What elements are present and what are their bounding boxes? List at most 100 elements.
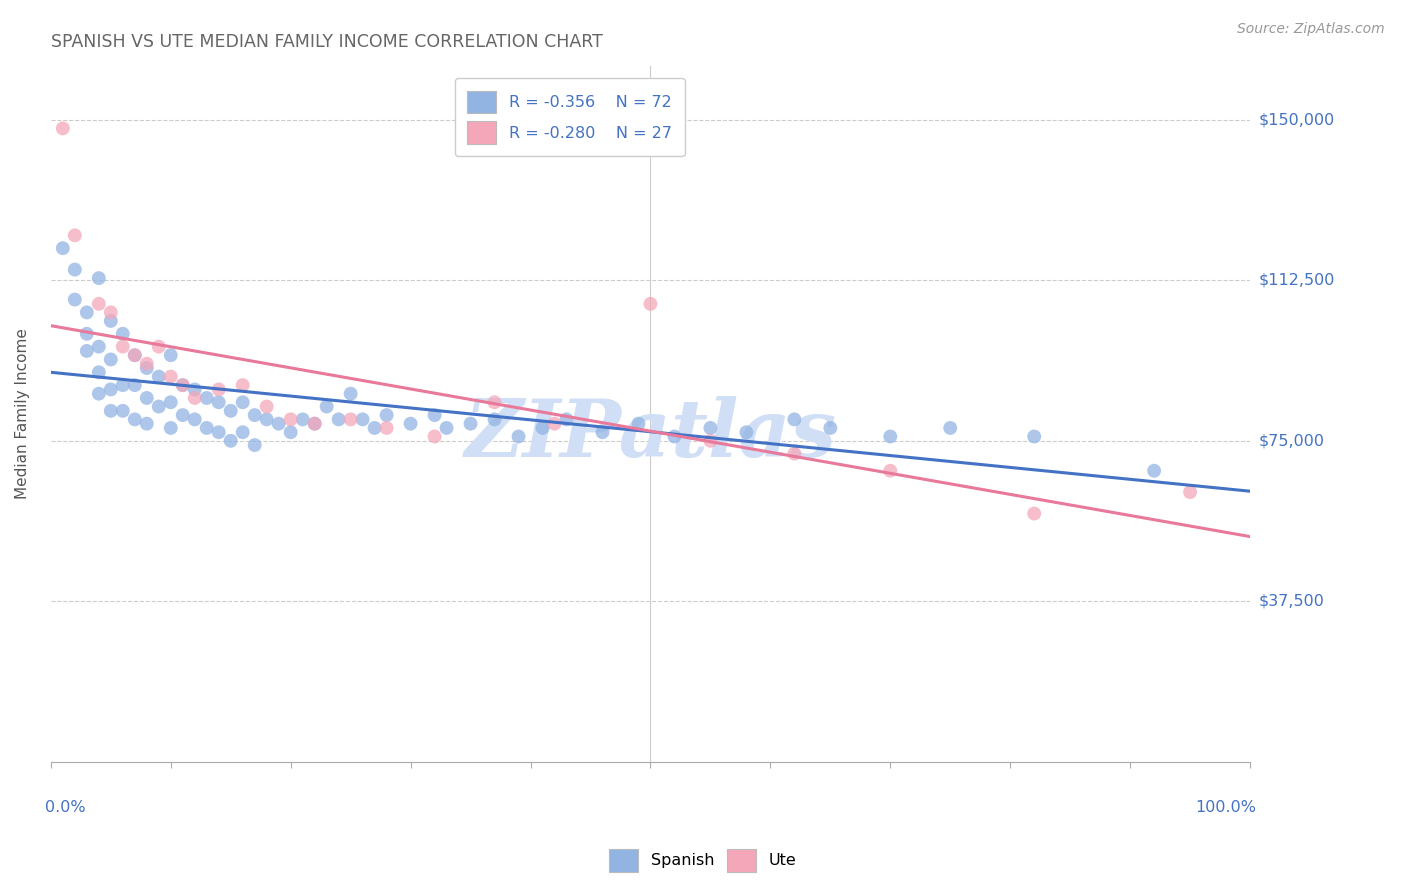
Point — [87, 365, 110, 379]
Point — [291, 412, 314, 426]
Point — [436, 421, 458, 435]
Point — [339, 386, 361, 401]
Point — [172, 378, 194, 392]
Point — [135, 357, 157, 371]
Point — [783, 412, 806, 426]
Point — [100, 383, 122, 397]
Point — [124, 348, 146, 362]
Point — [111, 404, 134, 418]
Point — [172, 378, 194, 392]
Point — [1024, 429, 1046, 443]
Point — [219, 434, 242, 448]
Y-axis label: Median Family Income: Median Family Income — [15, 328, 30, 500]
Text: $112,500: $112,500 — [1258, 273, 1334, 288]
Text: 0.0%: 0.0% — [45, 800, 86, 815]
Point — [256, 400, 278, 414]
Point — [76, 343, 98, 358]
Point — [159, 369, 181, 384]
Point — [87, 297, 110, 311]
Point — [460, 417, 482, 431]
Text: SPANISH VS UTE MEDIAN FAMILY INCOME CORRELATION CHART: SPANISH VS UTE MEDIAN FAMILY INCOME CORR… — [51, 33, 603, 51]
Legend: R = -0.356    N = 72, R = -0.280    N = 27: R = -0.356 N = 72, R = -0.280 N = 27 — [454, 78, 685, 156]
Point — [592, 425, 614, 440]
Point — [63, 228, 86, 243]
Point — [52, 121, 75, 136]
Point — [280, 425, 302, 440]
Point — [352, 412, 374, 426]
Point — [820, 421, 842, 435]
Point — [208, 425, 231, 440]
Point — [304, 417, 326, 431]
Point — [184, 383, 207, 397]
Point — [63, 262, 86, 277]
Point — [100, 305, 122, 319]
Point — [148, 369, 170, 384]
Point — [375, 408, 398, 422]
Point — [315, 400, 337, 414]
Point — [267, 417, 290, 431]
Point — [243, 408, 266, 422]
Point — [543, 417, 565, 431]
Point — [328, 412, 350, 426]
Point — [232, 378, 254, 392]
Point — [699, 421, 721, 435]
Point — [232, 425, 254, 440]
Point — [172, 408, 194, 422]
Point — [484, 395, 506, 409]
Point — [1143, 464, 1166, 478]
Point — [124, 348, 146, 362]
Text: $37,500: $37,500 — [1258, 594, 1324, 608]
Point — [159, 421, 181, 435]
Point — [939, 421, 962, 435]
Point — [219, 404, 242, 418]
Point — [195, 391, 218, 405]
Point — [783, 447, 806, 461]
Point — [1178, 485, 1201, 500]
Point — [184, 412, 207, 426]
Point — [184, 391, 207, 405]
Point — [87, 271, 110, 285]
Point — [124, 412, 146, 426]
Point — [148, 400, 170, 414]
Point — [100, 314, 122, 328]
Point — [148, 340, 170, 354]
Point — [208, 383, 231, 397]
Point — [135, 417, 157, 431]
Point — [423, 408, 446, 422]
Point — [339, 412, 361, 426]
Point — [135, 391, 157, 405]
Text: 100.0%: 100.0% — [1195, 800, 1256, 815]
Point — [76, 326, 98, 341]
Point — [256, 412, 278, 426]
Point — [111, 326, 134, 341]
Point — [664, 429, 686, 443]
Point — [63, 293, 86, 307]
Point — [135, 361, 157, 376]
Point — [399, 417, 422, 431]
Point — [232, 395, 254, 409]
Point — [375, 421, 398, 435]
Text: Source: ZipAtlas.com: Source: ZipAtlas.com — [1237, 22, 1385, 37]
Point — [124, 378, 146, 392]
Point — [555, 412, 578, 426]
Point — [111, 340, 134, 354]
Point — [100, 352, 122, 367]
Point — [100, 404, 122, 418]
Point — [87, 386, 110, 401]
Point — [363, 421, 385, 435]
Point — [76, 305, 98, 319]
Point — [640, 297, 662, 311]
Point — [111, 378, 134, 392]
Point — [484, 412, 506, 426]
Point — [87, 340, 110, 354]
Point — [243, 438, 266, 452]
Text: $150,000: $150,000 — [1258, 112, 1334, 128]
Point — [304, 417, 326, 431]
Point — [195, 421, 218, 435]
Point — [423, 429, 446, 443]
Point — [208, 395, 231, 409]
Legend: Spanish, Ute: Spanish, Ute — [602, 841, 804, 880]
Point — [52, 241, 75, 255]
Point — [879, 429, 901, 443]
Point — [159, 395, 181, 409]
